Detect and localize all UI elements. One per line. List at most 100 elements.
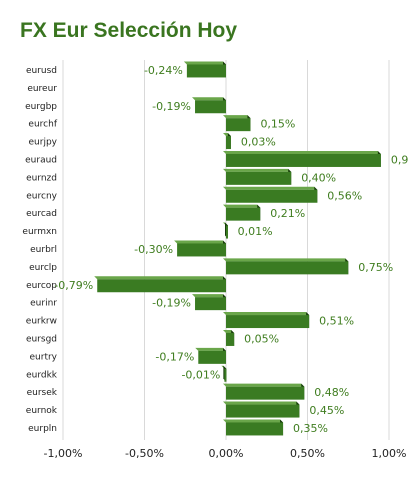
value-label: -0,17% xyxy=(155,350,194,363)
chart-title: FX Eur Selección Hoy xyxy=(20,19,238,42)
category-label: eurbrl xyxy=(30,245,57,255)
category-label: eurclp xyxy=(29,263,57,273)
bar-top-face xyxy=(195,347,226,351)
value-label: 0,56% xyxy=(327,189,362,202)
category-label: eurjpy xyxy=(29,138,58,148)
category-label: eurgbp xyxy=(25,102,57,112)
value-label: 0,05% xyxy=(244,332,279,345)
category-label: eurpln xyxy=(28,424,57,434)
bar-top-face xyxy=(223,150,381,154)
bar xyxy=(223,168,292,185)
bar xyxy=(183,61,226,78)
value-label: 0,21% xyxy=(270,207,305,220)
bar-top-face xyxy=(223,204,261,208)
value-label: -0,19% xyxy=(152,297,191,310)
bar-front-face xyxy=(224,368,227,382)
bar-top-face xyxy=(223,186,318,190)
bar-front-face xyxy=(226,386,305,400)
category-label: eursek xyxy=(27,388,58,398)
bar-front-face xyxy=(226,315,310,329)
bar-top-face xyxy=(174,240,226,244)
bar-top-face xyxy=(192,97,226,101)
value-label: 0,40% xyxy=(301,171,336,184)
bar xyxy=(223,383,305,400)
value-label: 0,51% xyxy=(319,315,354,328)
bar xyxy=(192,97,226,114)
category-label: eurtry xyxy=(30,352,58,362)
bar xyxy=(223,222,228,239)
bar xyxy=(223,419,284,436)
bar-front-face xyxy=(195,100,226,114)
value-label: 0,75% xyxy=(358,261,393,274)
bar xyxy=(94,276,226,293)
bar-top-face xyxy=(223,168,292,172)
value-label: 0,01% xyxy=(238,225,273,238)
category-label: eurcad xyxy=(26,209,57,219)
value-label: -0,01% xyxy=(181,368,220,381)
bar-top-face xyxy=(223,383,305,387)
bar-front-face xyxy=(226,207,261,221)
value-label: 0,35% xyxy=(293,422,328,435)
bar-front-face xyxy=(198,350,226,364)
bar xyxy=(195,347,226,364)
value-label: 0,9 xyxy=(391,153,408,166)
category-label: eurnzd xyxy=(26,173,57,183)
bars xyxy=(94,61,381,436)
value-label: 0,15% xyxy=(260,118,295,131)
bar-front-face xyxy=(195,297,226,311)
bar xyxy=(223,258,349,275)
bar-front-face xyxy=(226,332,235,346)
bar-front-face xyxy=(226,189,318,203)
bar xyxy=(223,115,251,132)
bar-top-face xyxy=(223,312,310,316)
bar-front-face xyxy=(226,261,349,275)
x-tick-label: 0,00% xyxy=(209,447,244,460)
value-label: 0,03% xyxy=(241,136,276,149)
category-label: eurchf xyxy=(28,120,57,130)
bar-top-face xyxy=(94,276,226,280)
bar-front-face xyxy=(97,279,226,293)
category-label: eurdkk xyxy=(26,370,58,380)
x-tick-label: -0,50% xyxy=(125,447,164,460)
bar xyxy=(174,240,226,257)
category-label: eurusd xyxy=(26,66,57,76)
category-label: eurkrw xyxy=(26,317,57,327)
x-tick-label: -1,00% xyxy=(44,447,83,460)
bar xyxy=(223,133,231,150)
category-label: eurcop xyxy=(26,281,57,291)
value-label: -0,30% xyxy=(134,243,173,256)
x-tick-label: 1,00% xyxy=(372,447,407,460)
value-label: -0,19% xyxy=(152,100,191,113)
bar-front-face xyxy=(226,136,231,150)
category-label: eurinr xyxy=(30,299,57,309)
bar-front-face xyxy=(186,64,226,78)
bar xyxy=(221,365,227,382)
category-label: euraud xyxy=(25,155,57,165)
bar-top-face xyxy=(223,419,284,423)
category-label: eureur xyxy=(27,84,57,94)
value-label: -0,24% xyxy=(144,64,183,77)
x-tick-label: 0,50% xyxy=(290,447,325,460)
bar-front-face xyxy=(226,225,228,239)
bar xyxy=(223,204,261,221)
category-label: eurmxn xyxy=(22,227,57,237)
bar-top-face xyxy=(192,294,226,298)
x-axis-tick-labels: -1,00% -0,50% 0,00% 0,50% 1,00% xyxy=(44,447,407,460)
bar xyxy=(192,294,226,311)
bar-front-face xyxy=(226,422,284,436)
bar-top-face xyxy=(223,258,349,262)
category-label: eurcny xyxy=(26,191,57,201)
value-label: 0,48% xyxy=(314,386,349,399)
bar xyxy=(223,186,318,203)
value-labels: -0,24% -0,19% 0,15% 0,03% 0,9 0,40% 0,56% 0,21%… xyxy=(54,64,408,435)
bar-front-face xyxy=(226,171,292,185)
bar-front-face xyxy=(226,404,300,418)
value-label: 0,45% xyxy=(309,404,344,417)
bar-front-face xyxy=(226,118,251,132)
bar xyxy=(223,329,235,346)
bar-top-face xyxy=(223,401,300,405)
bar-top-face xyxy=(223,115,251,119)
bar xyxy=(223,312,310,329)
category-label: eursgd xyxy=(26,334,57,344)
